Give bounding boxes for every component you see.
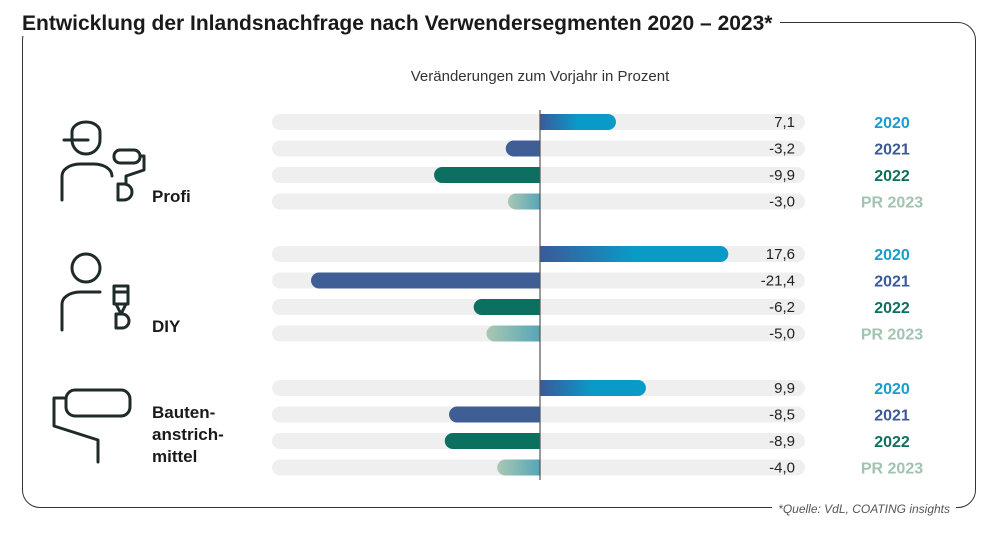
data-label: -8,9 bbox=[769, 433, 795, 450]
bar-2022 bbox=[444, 433, 540, 449]
bar-pr-2023 bbox=[507, 193, 540, 210]
segment-label-diy: DIY bbox=[152, 317, 181, 336]
series-label: PR 2023 bbox=[861, 461, 923, 478]
bar-track bbox=[272, 114, 805, 130]
data-label: 9,9 bbox=[774, 380, 795, 397]
series-label: PR 2023 bbox=[861, 327, 923, 344]
data-label: -9,9 bbox=[769, 167, 795, 184]
bar-2020 bbox=[540, 114, 616, 130]
data-label: 7,1 bbox=[774, 114, 795, 131]
source-note: *Quelle: VdL, COATING insights bbox=[772, 502, 956, 516]
series-label: PR 2023 bbox=[861, 195, 923, 212]
bar-2021 bbox=[505, 140, 540, 157]
segment-label-bautenanstrichmittel: Bauten- anstrich- mittel bbox=[152, 403, 224, 466]
chart-subtitle: Veränderungen zum Vorjahr in Prozent bbox=[410, 68, 670, 85]
data-label: -3,0 bbox=[769, 194, 795, 211]
series-label: 2021 bbox=[874, 408, 910, 425]
data-label: -5,0 bbox=[769, 326, 795, 343]
series-label: 2022 bbox=[874, 434, 910, 451]
data-label: -3,2 bbox=[769, 141, 795, 158]
series-label: 2022 bbox=[874, 168, 910, 185]
bar-track bbox=[272, 380, 805, 396]
person-with-brush-icon bbox=[60, 252, 131, 332]
bar-2022 bbox=[434, 167, 540, 183]
bar-2022 bbox=[473, 299, 540, 315]
data-label: -4,0 bbox=[769, 460, 795, 477]
chart-title: Entwicklung der Inlandsnachfrage nach Ve… bbox=[14, 12, 781, 36]
data-label: -21,4 bbox=[761, 273, 795, 290]
bar-2020 bbox=[540, 380, 646, 396]
series-label: 2020 bbox=[874, 247, 910, 264]
bar-2021 bbox=[311, 272, 540, 289]
bar-pr-2023 bbox=[497, 459, 540, 476]
bar-pr-2023 bbox=[486, 325, 540, 342]
series-label: 2020 bbox=[874, 381, 910, 398]
series-label: 2020 bbox=[874, 115, 910, 132]
bar-2020 bbox=[540, 246, 729, 262]
data-label: -6,2 bbox=[769, 299, 795, 316]
data-label: -8,5 bbox=[769, 407, 795, 424]
bar-2021 bbox=[449, 406, 540, 423]
series-label: 2022 bbox=[874, 300, 910, 317]
series-label: 2021 bbox=[874, 274, 910, 291]
series-label: 2021 bbox=[874, 142, 910, 159]
paint-roller-icon bbox=[52, 388, 132, 464]
painter-with-roller-icon bbox=[60, 120, 146, 202]
segment-label-profi: Profi bbox=[152, 187, 191, 206]
data-label: 17,6 bbox=[766, 246, 795, 263]
